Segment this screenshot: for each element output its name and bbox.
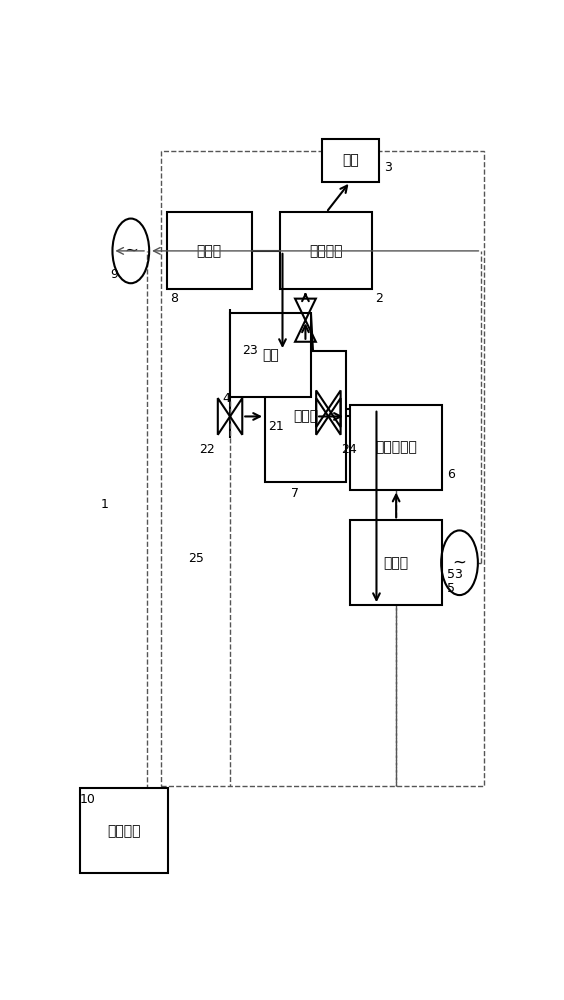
Text: 送风机: 送风机 <box>197 244 222 258</box>
Text: 混合罐: 混合罐 <box>293 409 318 423</box>
Text: 10: 10 <box>80 793 96 806</box>
Bar <box>265 351 346 482</box>
Bar <box>230 312 311 397</box>
Text: 25: 25 <box>188 552 204 565</box>
Text: ~: ~ <box>452 554 466 572</box>
Text: 重整器: 重整器 <box>384 556 409 570</box>
Text: ~: ~ <box>124 242 138 260</box>
Bar <box>161 151 483 786</box>
Text: 4: 4 <box>223 392 231 405</box>
Text: 5: 5 <box>447 582 455 595</box>
Text: 3: 3 <box>384 161 392 174</box>
Text: 高浓度氨罐: 高浓度氨罐 <box>375 440 417 454</box>
Text: 23: 23 <box>242 344 258 358</box>
Text: 氨罐: 氨罐 <box>262 348 279 362</box>
Bar <box>350 405 442 490</box>
Text: 24: 24 <box>341 443 356 456</box>
Text: 控制装置: 控制装置 <box>107 824 140 838</box>
Text: 7: 7 <box>291 487 299 500</box>
Text: 8: 8 <box>170 292 178 305</box>
Bar <box>80 788 168 873</box>
Text: 燃烧装置: 燃烧装置 <box>310 244 343 258</box>
Text: 2: 2 <box>376 292 384 305</box>
Text: 53: 53 <box>447 568 463 581</box>
Bar <box>167 212 252 289</box>
Text: 22: 22 <box>200 443 215 456</box>
Text: 9: 9 <box>111 267 118 280</box>
Text: 21: 21 <box>268 420 284 433</box>
Bar <box>280 212 372 289</box>
Text: 6: 6 <box>447 468 455 481</box>
Text: 负荷: 负荷 <box>342 153 359 167</box>
Bar <box>322 139 378 182</box>
Bar <box>350 520 442 605</box>
Text: 1: 1 <box>100 498 108 512</box>
